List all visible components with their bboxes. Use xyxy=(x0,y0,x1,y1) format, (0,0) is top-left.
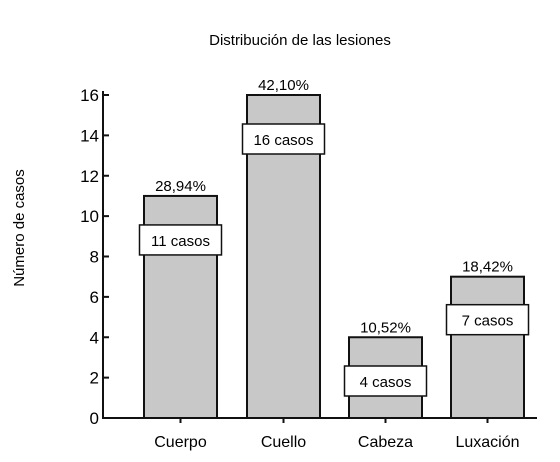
percent-label: 42,10% xyxy=(258,77,309,94)
count-box xyxy=(343,365,428,397)
count-label: 11 casos xyxy=(151,233,210,250)
bar-luxación xyxy=(450,275,525,419)
count-box xyxy=(241,123,326,155)
y-tick-label: 12 xyxy=(80,167,99,186)
y-tick-label: 4 xyxy=(90,328,99,347)
bars xyxy=(143,94,525,419)
count-label: 4 casos xyxy=(360,374,412,391)
y-tick-label: 2 xyxy=(90,369,99,388)
y-tick-label: 16 xyxy=(80,86,99,105)
count-box xyxy=(138,224,223,256)
labels: 28,94% 11 casos Cuerpo 42,10% 16 casos Cuello… xyxy=(138,77,530,451)
y-tick-label: 14 xyxy=(80,126,99,145)
y-tick-label: 0 xyxy=(90,409,99,428)
category-label: Cuello xyxy=(261,434,306,451)
percent-label: 28,94% xyxy=(155,178,206,195)
count-box xyxy=(445,303,530,336)
y-axis-label: Número de casos xyxy=(11,169,28,287)
percent-label: 18,42% xyxy=(462,259,513,276)
chart-title: Distribución de las lesiones xyxy=(209,32,391,49)
category-label: Cuerpo xyxy=(154,434,207,451)
category-label: Cabeza xyxy=(358,434,413,451)
y-tick-label: 6 xyxy=(90,288,99,307)
count-label: 16 casos xyxy=(253,132,313,149)
y-tick-label: 10 xyxy=(80,207,99,226)
y-tick-label: 8 xyxy=(90,248,99,267)
category-label: Luxación xyxy=(455,434,519,451)
count-label: 7 casos xyxy=(462,313,514,330)
percent-label: 10,52% xyxy=(360,319,411,336)
